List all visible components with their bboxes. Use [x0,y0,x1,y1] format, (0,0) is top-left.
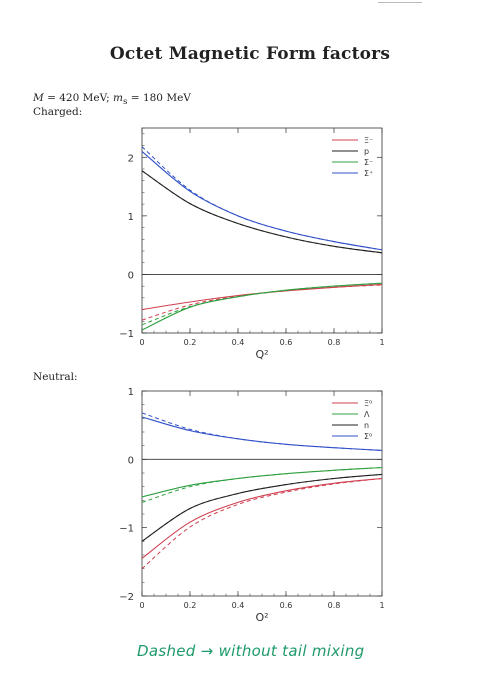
charged-ytick-label: −1 [119,329,134,340]
neutral-series-dashed-2 [141,473,383,542]
charged-chart-svg: 0 0.2 0.4 0.6 0.8 1 −1 0 1 2 Q² Ξ⁻ p Σ⁻ Σ⁺ [119,127,385,361]
neutral-legend-label: n [364,421,369,430]
charged-xtick-label: 0.4 [232,338,245,347]
page-title: Octet Magnetic Form factors [109,44,391,64]
charged-series-dashed-1 [141,170,383,254]
charged-xtick-label: 0.2 [184,338,197,347]
neutral-series-dashed-3 [141,412,383,451]
mass-symbol: M [33,92,44,104]
neutral-xtick-label: 0 [139,601,144,610]
neutral-legend-label: Ξ⁰ [364,399,372,408]
neutral-xtick-label: 0.8 [328,601,341,610]
mass-value: = 420 MeV; [43,92,113,104]
charged-ytick-label: 2 [128,153,134,164]
strange-mass-symbol: m [113,92,123,104]
charged-xtick-label: 0.6 [280,338,293,347]
neutral-chart-svg: 0 0.2 0.4 0.6 0.8 1 −2 −1 0 1 Q² Ξ⁰ Λn Σ⁰ [119,387,384,624]
charged-legend-label: Σ⁻ [364,158,373,167]
charged-ytick-label: 0 [128,270,134,281]
neutral-xaxis-label: Q² [255,611,268,621]
neutral-series-solid-0 [141,477,383,559]
charged-xtick-label: 1 [379,338,384,347]
neutral-panel-label: Neutral: [33,371,78,383]
neutral-ytick-label: 1 [128,387,134,398]
page-corner-mark [378,2,422,3]
charged-legend-label: Σ⁺ [364,169,373,178]
neutral-series-dashed-0 [141,478,383,570]
neutral-series-solid-1 [141,466,383,498]
handwritten-note: Dashed → without tail mixing [137,642,365,660]
neutral-xtick-label: 0.4 [232,601,245,610]
strange-mass-subscript: s [122,97,128,108]
neutral-ytick-label: 0 [128,455,134,466]
charged-series-solid-2 [141,282,383,331]
charged-series-solid-0 [141,283,383,311]
neutral-ytick-label: −1 [119,524,134,535]
charged-xtick-label: 0 [139,338,144,347]
model-parameters: M = 420 MeV; ms = 180 MeV [33,92,191,107]
charged-xtick-label: 0.8 [328,338,341,347]
charged-panel-label: Charged: [33,106,83,118]
neutral-plot-frame [141,390,383,597]
neutral-series-solid-3 [141,416,383,451]
neutral-ytick-label: −2 [119,592,134,603]
charged-legend-label: Ξ⁻ [364,136,373,145]
neutral-xtick-label: 0.2 [184,601,197,610]
charged-legend-label: p [364,147,369,156]
charged-form-factor-chart: 0 0.2 0.4 0.6 0.8 1 −1 0 1 2 Q² Ξ⁻ p Σ⁻ Σ⁺ [118,120,390,364]
neutral-xtick-label: 1 [379,601,384,610]
neutral-series-dashed-1 [141,467,383,503]
charged-series-dashed-0 [141,284,383,321]
charged-series-solid-1 [141,170,383,254]
neutral-xtick-label: 0.6 [280,601,293,610]
charged-series-solid-3 [141,150,383,251]
strange-mass-value: = 180 MeV [127,92,191,104]
neutral-legend-label: Σ⁰ [364,432,372,441]
neutral-legend-label: Λ [364,410,370,419]
neutral-series-solid-2 [141,473,383,542]
charged-ytick-label: 1 [128,212,134,223]
charged-xaxis-label: Q² [255,348,268,360]
